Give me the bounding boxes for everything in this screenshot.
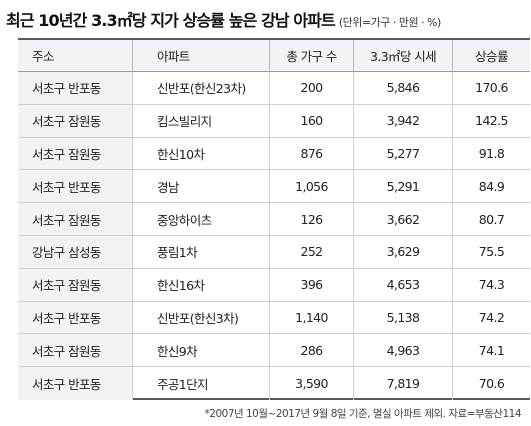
cell-households: 396 [269, 268, 353, 301]
cell-address: 서초구 잠원동 [18, 104, 132, 137]
header-address: 주소 [18, 40, 132, 71]
cell-address: 서초구 잠원동 [18, 137, 132, 170]
chart-title: 최근 10년간 3.3㎡당 지가 상승률 높은 강남 아파트 [6, 11, 336, 30]
cell-price: 5,846 [353, 72, 452, 104]
cell-rate: 70.6 [452, 367, 530, 400]
cell-price: 3,662 [353, 203, 452, 235]
cell-price: 3,629 [353, 235, 452, 268]
table-row: 강남구 삼성동 풍림1차 252 3,629 75.5 [18, 235, 530, 269]
cell-address: 서초구 반포동 [18, 170, 132, 203]
cell-apartment: 한신16차 [132, 268, 269, 301]
table-row: 서초구 반포동 경남 1,056 5,291 84.9 [18, 170, 530, 204]
cell-rate: 91.8 [452, 137, 530, 170]
cell-price: 5,277 [353, 137, 452, 170]
unit-note: (단위=가구 · 만원 · %) [338, 16, 441, 29]
header-apartment: 아파트 [132, 40, 269, 71]
header-price: 3.3㎡당 시세 [353, 40, 452, 71]
cell-price: 4,963 [353, 334, 452, 367]
cell-address: 서초구 반포동 [18, 72, 132, 104]
cell-price: 4,653 [353, 268, 452, 301]
cell-rate: 142.5 [452, 104, 530, 137]
cell-address: 강남구 삼성동 [18, 235, 132, 268]
cell-households: 160 [269, 104, 353, 137]
cell-rate: 80.7 [452, 203, 530, 235]
table-row: 서초구 잠원동 킴스빌리지 160 3,942 142.5 [18, 104, 530, 138]
cell-households: 252 [269, 235, 353, 268]
cell-apartment: 신반포(한신23차) [132, 72, 269, 104]
table-row: 서초구 잠원동 한신10차 876 5,277 91.8 [18, 137, 530, 171]
table-row: 서초구 잠원동 한신9차 286 4,963 74.1 [18, 334, 530, 368]
cell-households: 286 [269, 334, 353, 367]
cell-apartment: 경남 [132, 170, 269, 203]
header-rate: 상승률 [452, 40, 530, 71]
cell-price: 7,819 [353, 367, 452, 400]
cell-price: 5,138 [353, 301, 452, 334]
cell-rate: 74.2 [452, 301, 530, 334]
cell-address: 서초구 반포동 [18, 367, 132, 400]
cell-apartment: 중앙하이츠 [132, 203, 269, 235]
cell-apartment: 한신10차 [132, 137, 269, 170]
source-footnote: *2007년 10월~2017년 9월 8일 기준, 멸실 아파트 제외. 자료… [204, 408, 522, 420]
cell-apartment: 킴스빌리지 [132, 104, 269, 137]
cell-households: 1,056 [269, 170, 353, 203]
cell-rate: 75.5 [452, 235, 530, 268]
cell-rate: 74.1 [452, 334, 530, 367]
cell-households: 3,590 [269, 367, 353, 400]
table-header-row: 주소 아파트 총 가구 수 3.3㎡당 시세 상승률 [18, 40, 530, 72]
cell-apartment: 신반포(한신3차) [132, 301, 269, 334]
cell-apartment: 주공1단지 [132, 367, 269, 400]
cell-rate: 74.3 [452, 268, 530, 301]
header-households: 총 가구 수 [269, 40, 353, 71]
cell-price: 5,291 [353, 170, 452, 203]
cell-households: 200 [269, 72, 353, 104]
cell-address: 서초구 반포동 [18, 301, 132, 334]
cell-address: 서초구 잠원동 [18, 203, 132, 235]
cell-rate: 84.9 [452, 170, 530, 203]
cell-households: 126 [269, 203, 353, 235]
cell-apartment: 한신9차 [132, 334, 269, 367]
data-table: 주소 아파트 총 가구 수 3.3㎡당 시세 상승률 서초구 반포동 신반포(한… [18, 38, 530, 400]
cell-rate: 170.6 [452, 72, 530, 104]
table-row: 서초구 잠원동 중앙하이츠 126 3,662 80.7 [18, 203, 530, 236]
title-row: 최근 10년간 3.3㎡당 지가 상승률 높은 강남 아파트 (단위=가구 · … [6, 7, 526, 35]
cell-address: 서초구 잠원동 [18, 334, 132, 367]
table-row: 서초구 반포동 주공1단지 3,590 7,819 70.6 [18, 367, 530, 400]
cell-households: 876 [269, 137, 353, 170]
table-row: 서초구 잠원동 한신16차 396 4,653 74.3 [18, 268, 530, 302]
cell-apartment: 풍림1차 [132, 235, 269, 268]
cell-price: 3,942 [353, 104, 452, 137]
cell-address: 서초구 잠원동 [18, 268, 132, 301]
table-row: 서초구 반포동 신반포(한신3차) 1,140 5,138 74.2 [18, 301, 530, 335]
cell-households: 1,140 [269, 301, 353, 334]
table-row: 서초구 반포동 신반포(한신23차) 200 5,846 170.6 [18, 72, 530, 105]
